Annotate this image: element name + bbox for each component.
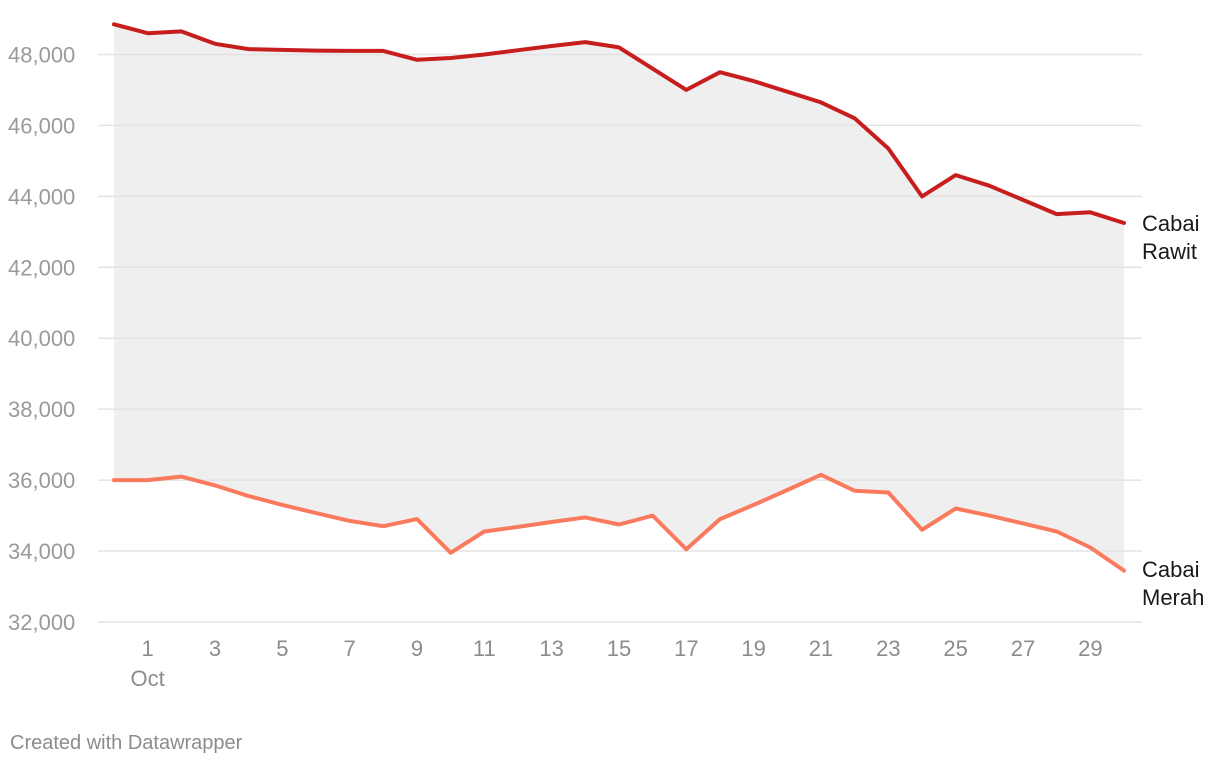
- y-tick-label: 46,000: [8, 113, 75, 138]
- line-layer: [112, 22, 1126, 573]
- series-label-cabai-rawit: Cabai: [1142, 211, 1199, 236]
- y-axis-ticks: 32,000 34,000 36,000 38,000 40,000 42,000 44,0…: [8, 42, 75, 635]
- x-tick-label: 13: [539, 636, 563, 661]
- y-tick-label: 42,000: [8, 255, 75, 280]
- y-tick-label: 38,000: [8, 397, 75, 422]
- y-tick-label: 34,000: [8, 539, 75, 564]
- y-tick-label: 36,000: [8, 468, 75, 493]
- y-tick-label: 32,000: [8, 610, 75, 635]
- x-tick-label: 27: [1011, 636, 1035, 661]
- x-tick-label: 7: [344, 636, 356, 661]
- x-tick-label: 11: [473, 636, 496, 661]
- x-tick-label: 23: [876, 636, 900, 661]
- area-layer: [114, 24, 1124, 571]
- x-tick-label: 21: [809, 636, 833, 661]
- x-tick-label: 9: [411, 636, 423, 661]
- x-tick-label: 3: [209, 636, 221, 661]
- series-line-cabai-merah: [112, 472, 1126, 573]
- grid-layer: [98, 53, 1142, 623]
- series-labels: Cabai Rawit Cabai Merah: [1142, 211, 1204, 610]
- x-tick-label: 25: [943, 636, 967, 661]
- series-label-cabai-merah: Merah: [1142, 585, 1204, 610]
- series-line-cabai-rawit: [112, 22, 1126, 225]
- x-tick-label: 15: [607, 636, 631, 661]
- x-month-label: Oct: [131, 666, 165, 691]
- x-tick-label: 5: [276, 636, 288, 661]
- x-tick-label: 19: [741, 636, 765, 661]
- x-tick-label: 17: [674, 636, 698, 661]
- y-tick-label: 48,000: [8, 42, 75, 67]
- credit-text: Created with Datawrapper: [10, 732, 243, 754]
- x-tick-label: 1: [142, 636, 154, 661]
- x-tick-label: 29: [1078, 636, 1102, 661]
- series-label-cabai-merah: Cabai: [1142, 557, 1199, 582]
- range-area: [114, 24, 1124, 571]
- series-label-cabai-rawit: Rawit: [1142, 239, 1197, 264]
- y-tick-label: 44,000: [8, 184, 75, 209]
- y-tick-label: 40,000: [8, 326, 75, 351]
